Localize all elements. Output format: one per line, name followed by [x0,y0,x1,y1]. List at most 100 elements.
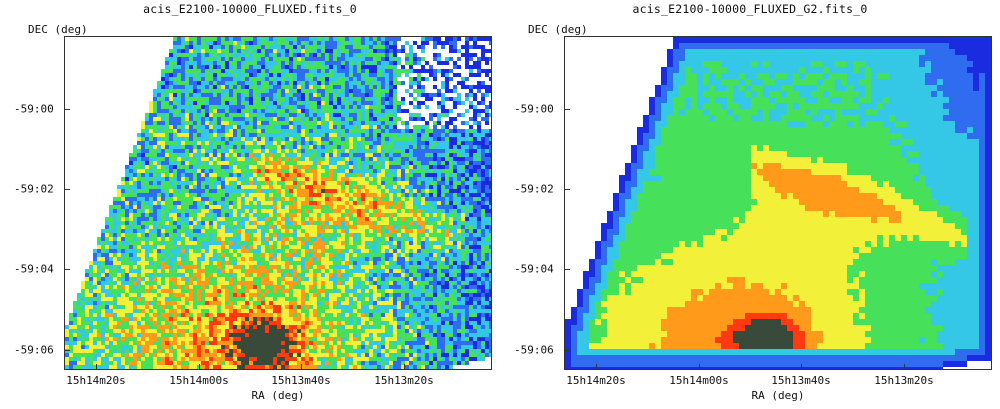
image-pixel [189,169,193,173]
image-pixel [337,73,341,77]
image-pixel [325,249,329,253]
image-pixel [337,77,341,81]
image-pixel [465,157,469,161]
image-pixel [353,169,357,173]
image-pixel [393,145,397,149]
image-pixel [289,229,293,233]
image-pixel [345,129,349,133]
image-pixel [309,65,313,69]
image-pixel [297,61,301,65]
image-pixel [353,125,357,129]
image-pixel [221,165,225,169]
image-pixel [129,245,133,249]
image-pixel [293,81,297,85]
image-pixel [229,185,233,189]
image-pixel [301,109,305,113]
image-pixel [417,129,421,133]
image-pixel [437,37,441,41]
image-pixel [345,141,349,145]
image-pixel [169,77,173,81]
image-pixel [365,117,369,121]
image-pixel [437,177,441,181]
image-pixel [409,57,413,61]
image-pixel [165,181,169,185]
image-pixel [341,201,345,205]
image-pixel [213,241,217,245]
image-pixel [357,73,361,77]
image-pixel [309,245,313,249]
image-pixel [269,261,273,265]
image-pixel [437,213,441,217]
image-pixel [477,177,481,181]
image-pixel [321,185,325,189]
image-pixel [365,261,369,265]
image-pixel [405,141,409,145]
image-pixel [253,137,257,141]
image-pixel [385,157,389,161]
image-pixel [377,137,381,141]
image-pixel [189,141,193,145]
image-pixel [221,85,225,89]
image-pixel [281,149,285,153]
image-pixel [477,109,481,113]
image-pixel [357,169,361,173]
image-pixel [397,257,401,261]
image-pixel [385,153,389,157]
image-pixel [225,257,229,261]
image-pixel [229,117,233,121]
image-pixel [165,221,169,225]
image-pixel [321,81,325,85]
image-pixel [401,173,405,177]
image-pixel [141,173,145,177]
image-pixel [285,245,289,249]
image-pixel [457,217,461,221]
image-pixel [381,45,385,49]
image-pixel [397,177,401,181]
image-pixel [325,201,329,205]
image-pixel [441,41,445,45]
image-pixel [457,113,461,117]
image-pixel [253,133,257,137]
image-pixel [313,37,317,41]
image-pixel [329,61,333,65]
image-pixel [149,201,153,205]
image-pixel [273,205,277,209]
image-pixel [237,233,241,237]
image-pixel [465,245,469,249]
image-pixel [305,161,309,165]
image-pixel [225,61,229,65]
image-pixel [201,109,205,113]
image-pixel [349,265,353,269]
image-pixel [317,257,321,261]
image-pixel [237,261,241,265]
image-pixel [321,181,325,185]
image-pixel [381,73,385,77]
image-pixel [361,109,365,113]
image-canvas[interactable] [64,36,492,370]
image-pixel [169,69,173,73]
image-pixel [357,237,361,241]
image-pixel [397,237,401,241]
image-pixel [285,141,289,145]
image-pixel [249,241,253,245]
image-pixel [429,133,433,137]
image-pixel [273,45,277,49]
image-pixel [197,229,201,233]
image-pixel [173,45,177,49]
image-pixel [289,85,293,89]
image-pixel [317,173,321,177]
image-pixel [333,73,337,77]
image-pixel [397,221,401,225]
image-pixel [357,197,361,201]
image-pixel [489,161,491,165]
image-pixel [441,221,445,225]
image-pixel [161,229,165,233]
image-pixel [285,61,289,65]
image-pixel [157,165,161,169]
image-pixel [445,137,449,141]
image-pixel [393,169,397,173]
image-pixel [385,85,389,89]
image-pixel [377,129,381,133]
image-pixel [445,153,449,157]
image-pixel [457,149,461,153]
